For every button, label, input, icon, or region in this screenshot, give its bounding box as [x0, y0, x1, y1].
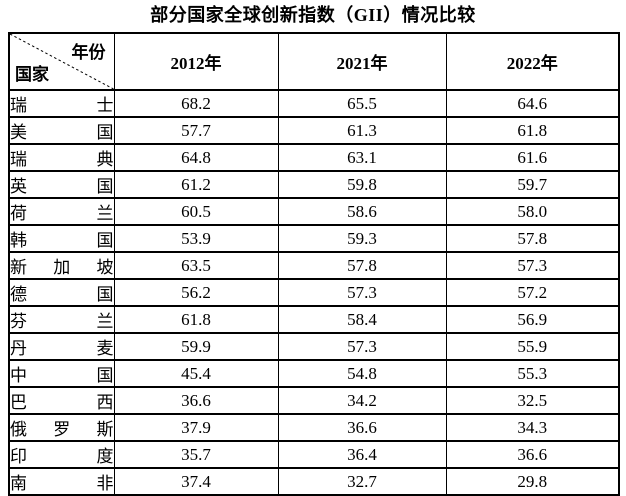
- value-cell: 35.7: [113, 440, 279, 469]
- country-cell: 巴西: [8, 386, 115, 415]
- country-cell: 南非: [8, 467, 115, 496]
- table-row: 德国 56.2 57.3 57.2: [8, 278, 620, 307]
- value-cell: 57.3: [277, 332, 447, 361]
- value-cell: 63.5: [113, 251, 279, 280]
- value-cell: 29.8: [445, 467, 620, 496]
- value-cell: 57.7: [113, 116, 279, 145]
- corner-label-country: 国家: [15, 65, 49, 84]
- column-header-2021: 2021年: [277, 32, 447, 91]
- value-cell: 60.5: [113, 197, 279, 226]
- table-row: 英国 61.2 59.8 59.7: [8, 170, 620, 199]
- table-row: 巴西 36.6 34.2 32.5: [8, 386, 620, 415]
- table-row: 瑞典 64.8 63.1 61.6: [8, 143, 620, 172]
- value-cell: 55.3: [445, 359, 620, 388]
- country-cell: 荷兰: [8, 197, 115, 226]
- gii-table: 年份 国家 2012年 2021年 2022年 瑞士 68.2 65.5 64.6 美国…: [8, 32, 620, 496]
- value-cell: 37.9: [113, 413, 279, 442]
- table-row: 荷兰 60.5 58.6 58.0: [8, 197, 620, 226]
- country-cell: 瑞士: [8, 89, 115, 118]
- country-cell: 新加坡: [8, 251, 115, 280]
- value-cell: 57.8: [445, 224, 620, 253]
- table-row: 印度 35.7 36.4 36.6: [8, 440, 620, 469]
- country-cell: 英国: [8, 170, 115, 199]
- value-cell: 57.3: [445, 251, 620, 280]
- country-cell: 韩国: [8, 224, 115, 253]
- value-cell: 59.7: [445, 170, 620, 199]
- country-cell: 芬兰: [8, 305, 115, 334]
- value-cell: 61.3: [277, 116, 447, 145]
- corner-header-cell: 年份 国家: [8, 32, 115, 91]
- country-cell: 美国: [8, 116, 115, 145]
- value-cell: 61.8: [113, 305, 279, 334]
- country-cell: 瑞典: [8, 143, 115, 172]
- value-cell: 61.2: [113, 170, 279, 199]
- country-cell: 中国: [8, 359, 115, 388]
- value-cell: 59.9: [113, 332, 279, 361]
- value-cell: 57.8: [277, 251, 447, 280]
- value-cell: 63.1: [277, 143, 447, 172]
- value-cell: 53.9: [113, 224, 279, 253]
- table-row: 中国 45.4 54.8 55.3: [8, 359, 620, 388]
- column-header-2022: 2022年: [445, 32, 620, 91]
- value-cell: 37.4: [113, 467, 279, 496]
- value-cell: 34.2: [277, 386, 447, 415]
- value-cell: 55.9: [445, 332, 620, 361]
- value-cell: 36.6: [445, 440, 620, 469]
- value-cell: 64.8: [113, 143, 279, 172]
- column-header-2012: 2012年: [113, 32, 279, 91]
- country-cell: 俄罗斯: [8, 413, 115, 442]
- table-row: 南非 37.4 32.7 29.8: [8, 467, 620, 496]
- value-cell: 64.6: [445, 89, 620, 118]
- table-body: 瑞士 68.2 65.5 64.6 美国 57.7 61.3 61.8 瑞典 64.8 63.1 61…: [8, 89, 620, 496]
- table-row: 丹麦 59.9 57.3 55.9: [8, 332, 620, 361]
- table-row: 美国 57.7 61.3 61.8: [8, 116, 620, 145]
- value-cell: 54.8: [277, 359, 447, 388]
- value-cell: 36.6: [113, 386, 279, 415]
- value-cell: 36.6: [277, 413, 447, 442]
- value-cell: 56.9: [445, 305, 620, 334]
- value-cell: 34.3: [445, 413, 620, 442]
- value-cell: 32.7: [277, 467, 447, 496]
- page-title: 部分国家全球创新指数（GII）情况比较: [150, 5, 476, 25]
- value-cell: 57.3: [277, 278, 447, 307]
- value-cell: 68.2: [113, 89, 279, 118]
- table-header-row: 年份 国家 2012年 2021年 2022年: [8, 32, 620, 91]
- value-cell: 45.4: [113, 359, 279, 388]
- country-cell: 印度: [8, 440, 115, 469]
- corner-label-year: 年份: [71, 43, 106, 62]
- table-row: 新加坡 63.5 57.8 57.3: [8, 251, 620, 280]
- value-cell: 36.4: [277, 440, 447, 469]
- country-cell: 德国: [8, 278, 115, 307]
- value-cell: 32.5: [445, 386, 620, 415]
- value-cell: 59.3: [277, 224, 447, 253]
- country-cell: 丹麦: [8, 332, 115, 361]
- value-cell: 58.4: [277, 305, 447, 334]
- value-cell: 59.8: [277, 170, 447, 199]
- value-cell: 65.5: [277, 89, 447, 118]
- table-row: 韩国 53.9 59.3 57.8: [8, 224, 620, 253]
- value-cell: 58.0: [445, 197, 620, 226]
- table-row: 瑞士 68.2 65.5 64.6: [8, 89, 620, 118]
- table-row: 俄罗斯 37.9 36.6 34.3: [8, 413, 620, 442]
- value-cell: 56.2: [113, 278, 279, 307]
- value-cell: 57.2: [445, 278, 620, 307]
- value-cell: 61.8: [445, 116, 620, 145]
- table-row: 芬兰 61.8 58.4 56.9: [8, 305, 620, 334]
- value-cell: 61.6: [445, 143, 620, 172]
- value-cell: 58.6: [277, 197, 447, 226]
